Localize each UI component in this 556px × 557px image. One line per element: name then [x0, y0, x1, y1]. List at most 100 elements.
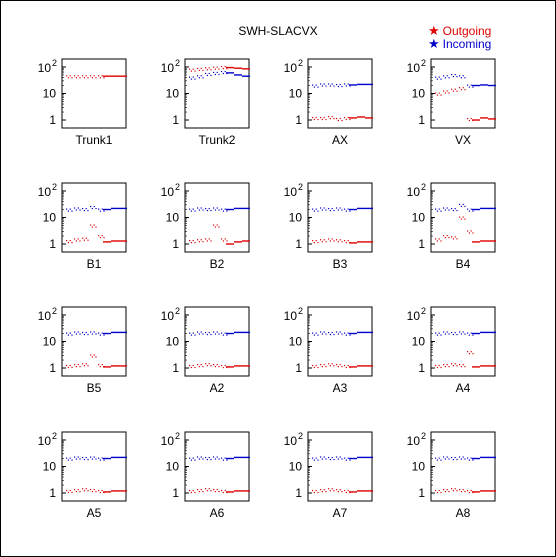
incoming-point — [67, 459, 69, 461]
panel-label: A6 — [210, 506, 225, 520]
outgoing-point — [435, 92, 437, 94]
outgoing-point — [213, 224, 215, 226]
outgoing-point — [75, 490, 77, 493]
incoming-point — [451, 331, 453, 334]
incoming-point — [90, 456, 92, 458]
incoming-point — [347, 83, 349, 85]
outgoing-point — [69, 239, 71, 242]
legend-incoming-label: Incoming — [442, 37, 492, 51]
panel-frame — [184, 58, 250, 129]
y-tick-exponent: 2 — [52, 306, 57, 316]
outgoing-point — [93, 488, 95, 491]
incoming-point — [456, 333, 458, 336]
incoming-point — [208, 456, 210, 459]
outgoing-point — [189, 68, 191, 70]
outgoing-point — [339, 239, 341, 241]
incoming-point — [313, 459, 315, 461]
outgoing-point — [328, 115, 330, 118]
panel-label: B4 — [456, 257, 471, 271]
y-tick-label: 1 — [418, 361, 425, 375]
y-tick-label: 10 — [43, 460, 57, 474]
y-tick-exponent: 2 — [175, 431, 180, 441]
incoming-point — [313, 210, 315, 212]
outgoing-point — [454, 88, 456, 90]
outgoing-point — [224, 238, 226, 240]
outgoing-point — [98, 235, 100, 237]
outgoing-point — [200, 67, 202, 70]
outgoing-point — [194, 70, 196, 72]
incoming-point — [344, 83, 346, 85]
incoming-point — [467, 332, 469, 334]
incoming-point — [438, 332, 440, 334]
outgoing-point — [436, 366, 438, 369]
incoming-point — [75, 209, 77, 211]
incoming-point — [456, 209, 458, 212]
outgoing-point — [67, 77, 69, 79]
incoming-point — [328, 331, 330, 334]
y-tick-exponent: 2 — [175, 182, 180, 192]
incoming-point — [459, 203, 461, 206]
incoming-point — [210, 74, 212, 77]
outgoing-point — [75, 365, 77, 368]
incoming-point — [440, 210, 442, 212]
outgoing-point — [337, 119, 339, 122]
outgoing-point — [341, 365, 343, 368]
incoming-point — [91, 458, 93, 460]
incoming-point — [194, 459, 196, 461]
outgoing-point — [91, 77, 93, 79]
incoming-point — [347, 332, 349, 334]
incoming-point — [467, 457, 469, 459]
outgoing-point — [221, 364, 223, 367]
outgoing-point — [339, 488, 341, 491]
panel-label: AX — [332, 133, 348, 147]
chart-title: SWH-SLACVX — [238, 24, 318, 38]
y-tick-label: 10 — [166, 87, 180, 101]
y-tick-label: 10 — [407, 185, 421, 199]
panel-label: Trunk1 — [76, 133, 113, 147]
outgoing-point — [312, 364, 314, 367]
outgoing-point — [206, 490, 208, 492]
outgoing-point — [79, 490, 81, 493]
outgoing-point — [75, 240, 77, 242]
outgoing-point — [79, 77, 81, 79]
incoming-point — [313, 86, 315, 88]
outgoing-point — [451, 488, 453, 490]
incoming-point — [205, 207, 207, 210]
incoming-point — [312, 332, 314, 334]
outgoing-point — [190, 491, 192, 494]
y-tick-exponent: 2 — [421, 431, 426, 441]
outgoing-point — [472, 353, 474, 355]
incoming-point — [339, 331, 341, 333]
y-tick-label: 10 — [166, 335, 180, 349]
incoming-point — [208, 207, 210, 210]
incoming-point — [71, 334, 73, 336]
incoming-point — [189, 457, 191, 459]
outgoing-point — [101, 489, 103, 492]
outgoing-point — [222, 67, 224, 70]
incoming-point — [210, 333, 212, 336]
outgoing-point — [194, 491, 196, 494]
outgoing-point — [202, 490, 204, 493]
outgoing-point — [312, 489, 314, 492]
outgoing-point — [216, 224, 218, 226]
incoming-point — [333, 458, 335, 461]
incoming-point — [312, 208, 314, 210]
incoming-point — [452, 458, 454, 461]
incoming-point — [210, 458, 212, 461]
outgoing-point — [206, 365, 208, 367]
incoming-point — [333, 85, 335, 87]
incoming-point — [456, 75, 458, 78]
outgoing-point — [444, 237, 446, 239]
incoming-point — [436, 334, 438, 336]
outgoing-point — [443, 363, 445, 366]
outgoing-point — [460, 490, 462, 493]
panel-label: B3 — [333, 257, 348, 271]
incoming-point — [214, 209, 216, 211]
incoming-point — [198, 458, 200, 460]
incoming-point — [444, 77, 446, 79]
incoming-point — [213, 207, 215, 209]
panel-label: B1 — [87, 257, 102, 271]
outgoing-point — [462, 363, 464, 366]
outgoing-point — [77, 238, 79, 240]
